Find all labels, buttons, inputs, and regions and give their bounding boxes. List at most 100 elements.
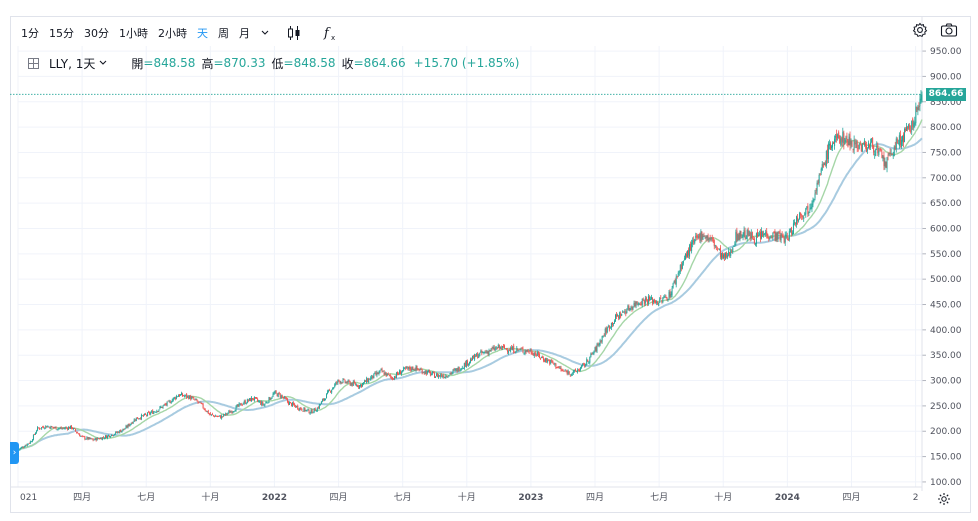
- candle-body: [880, 150, 882, 152]
- candle-body: [157, 411, 159, 412]
- candle-body: [733, 246, 735, 247]
- candle-body: [732, 247, 734, 253]
- interval-2h[interactable]: 2小時: [158, 27, 187, 40]
- candle-body: [359, 384, 361, 387]
- candle-body: [769, 237, 771, 239]
- axis-settings-gear-icon[interactable]: [937, 491, 951, 510]
- candle-body: [366, 378, 368, 383]
- candle-body: [492, 347, 494, 349]
- candle-body: [443, 375, 445, 378]
- candle-body: [601, 336, 603, 342]
- chevron-down-icon[interactable]: [255, 30, 275, 36]
- interval-1m[interactable]: 1分: [21, 27, 39, 40]
- interval-30m[interactable]: 30分: [84, 27, 109, 40]
- candle-body: [179, 394, 181, 396]
- candle-body: [879, 148, 881, 151]
- function-icon[interactable]: f x: [317, 25, 345, 41]
- candle-body: [685, 253, 687, 257]
- candle-body: [810, 207, 812, 209]
- candle-body: [218, 415, 220, 417]
- candle-body: [447, 376, 449, 378]
- candle-body: [470, 359, 472, 363]
- candle-body: [568, 371, 570, 374]
- candle-body: [720, 253, 722, 259]
- candle-body: [860, 144, 862, 152]
- candle-body: [205, 410, 207, 412]
- interval-1mo[interactable]: 月: [239, 27, 250, 40]
- scroll-left-handle[interactable]: ›: [10, 442, 19, 464]
- candle-body: [394, 377, 396, 378]
- candle-body: [195, 399, 197, 400]
- candle-body: [874, 154, 876, 156]
- candle-body: [74, 427, 76, 429]
- candle-body: [279, 394, 281, 398]
- candles-icon[interactable]: [281, 25, 307, 41]
- candle-body: [474, 354, 476, 360]
- candle-body: [62, 427, 64, 429]
- candle-body: [257, 398, 259, 402]
- camera-icon[interactable]: [940, 22, 958, 38]
- candle-body: [709, 238, 711, 240]
- candle-body: [578, 369, 580, 371]
- candle-body: [199, 401, 201, 403]
- candle-body: [67, 427, 69, 430]
- high-value: =870.33: [213, 56, 266, 70]
- interval-1d[interactable]: 天: [197, 27, 208, 40]
- x-tick-label: 2: [913, 493, 919, 503]
- candle-body: [632, 306, 634, 310]
- candle-body: [513, 345, 515, 353]
- candle-body: [234, 410, 236, 412]
- candle-body: [489, 350, 491, 352]
- candle-body: [746, 230, 748, 240]
- open-value: =848.58: [143, 56, 196, 70]
- interval-1h[interactable]: 1小時: [119, 27, 148, 40]
- candle-body: [300, 407, 302, 410]
- candle-body: [131, 422, 133, 424]
- candle-body: [439, 375, 441, 377]
- candle-body: [654, 299, 656, 302]
- candle-body: [201, 403, 203, 405]
- candle-body: [61, 428, 63, 430]
- candle-body: [621, 313, 623, 316]
- candle-body: [382, 371, 384, 372]
- candle-body: [232, 411, 234, 413]
- candle-body: [844, 139, 846, 145]
- candle-body: [59, 428, 61, 429]
- candle-body: [371, 374, 373, 379]
- candle-body: [887, 155, 889, 157]
- candle-body: [82, 435, 84, 437]
- candle-body: [674, 279, 676, 284]
- x-tick-label: 十月: [714, 491, 732, 503]
- low-label: 低: [271, 56, 284, 71]
- candle-body: [354, 383, 356, 386]
- candle-body: [246, 399, 248, 404]
- symbol-selector[interactable]: LLY, 1天: [28, 55, 107, 72]
- candle-body: [314, 408, 316, 411]
- candle-body: [139, 418, 141, 420]
- gear-icon[interactable]: [912, 22, 928, 38]
- candle-body: [695, 235, 697, 238]
- candle-body: [92, 438, 94, 441]
- candle-body: [155, 411, 157, 413]
- candle-body: [832, 143, 834, 148]
- candle-body: [259, 401, 261, 403]
- candle-body: [83, 436, 85, 438]
- grid-toggle-icon[interactable]: [28, 57, 39, 69]
- candle-body: [33, 434, 35, 436]
- candle-body: [137, 418, 139, 420]
- candle-body: [106, 435, 108, 439]
- x-tick-label: 2023: [518, 493, 543, 503]
- candle-body: [840, 138, 842, 145]
- candle-body: [619, 312, 621, 319]
- candle-body: [826, 149, 828, 160]
- candle-body: [249, 397, 251, 402]
- candle-body: [820, 168, 822, 173]
- candle-body: [558, 366, 560, 368]
- candle-body: [498, 344, 500, 349]
- candle-body: [737, 234, 739, 242]
- interval-1w[interactable]: 周: [218, 27, 229, 40]
- interval-15m[interactable]: 15分: [49, 27, 74, 40]
- candle-body: [256, 397, 258, 399]
- candle-body: [111, 434, 113, 436]
